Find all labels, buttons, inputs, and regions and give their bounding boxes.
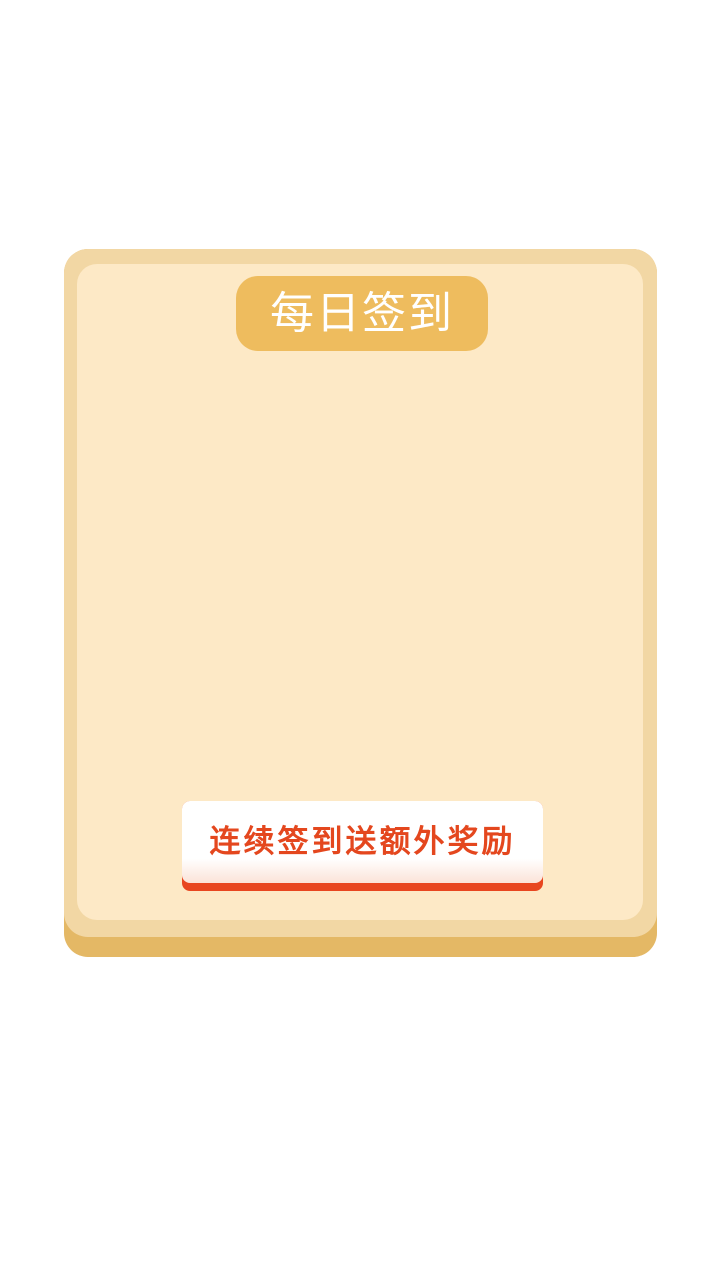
extra-reward-label: 连续签到送额外奖励 — [209, 823, 516, 860]
checkin-title-pill: 每日签到 — [236, 276, 488, 351]
checkin-title: 每日签到 — [270, 287, 454, 339]
extra-reward-button[interactable]: 连续签到送额外奖励 — [182, 801, 543, 891]
extra-reward-button-face: 连续签到送额外奖励 — [182, 801, 543, 883]
checkin-content-area — [100, 370, 620, 780]
